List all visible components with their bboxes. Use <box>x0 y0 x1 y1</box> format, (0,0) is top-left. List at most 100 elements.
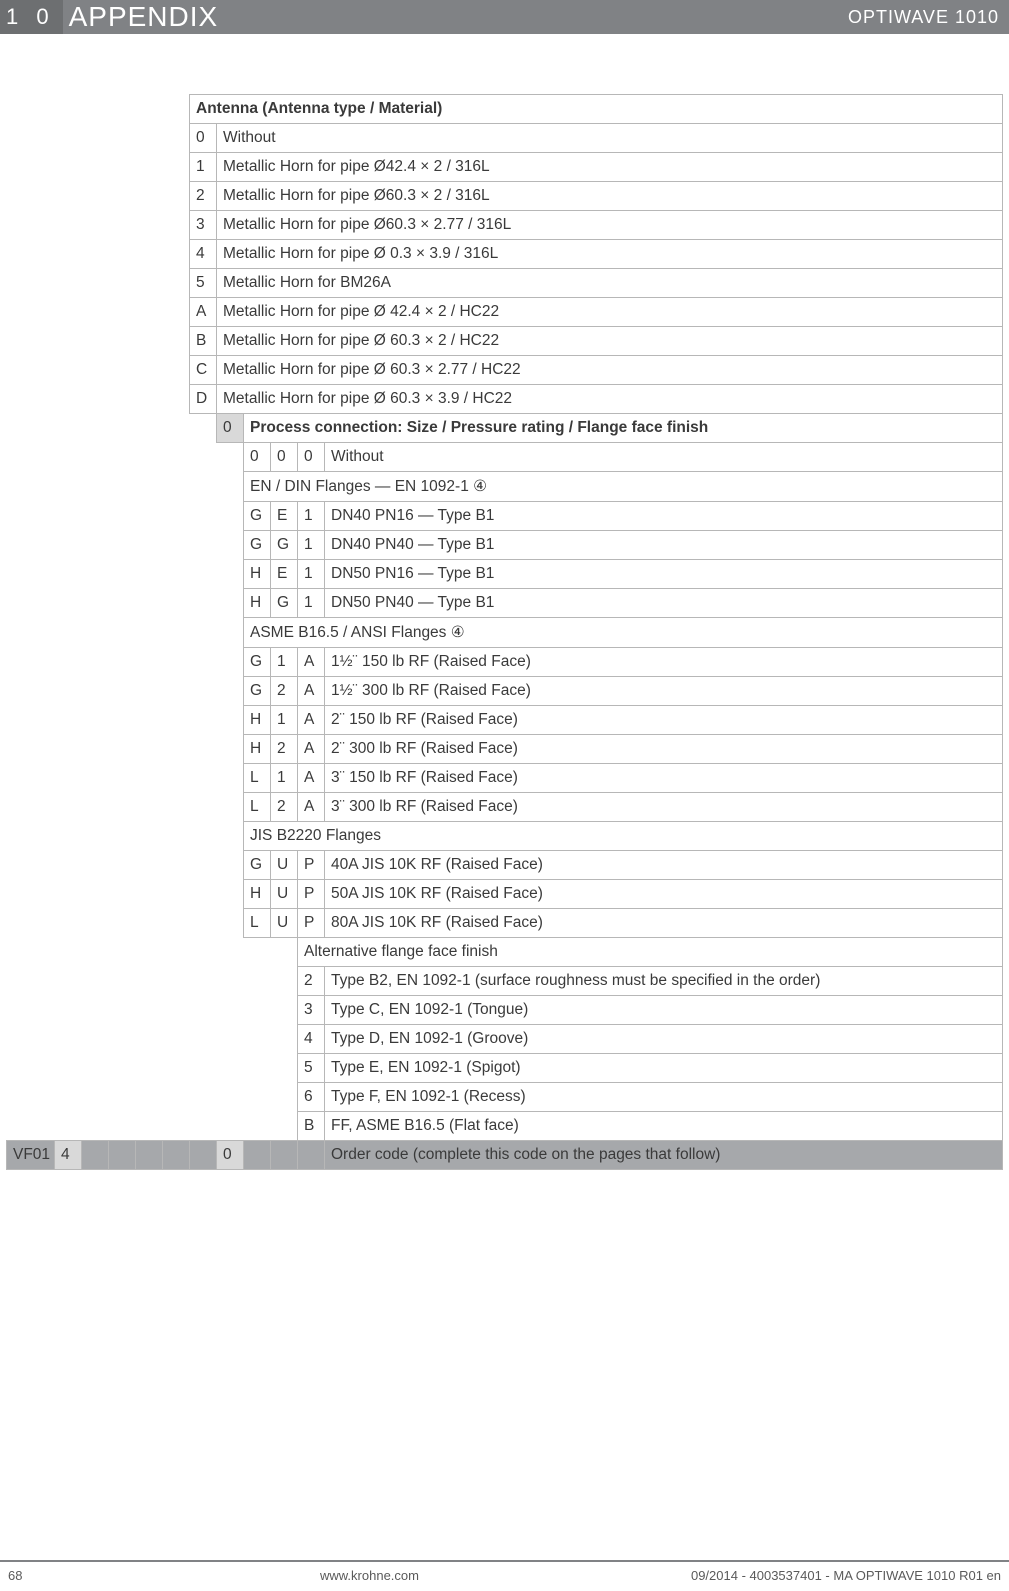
alt-code: 4 <box>298 1025 325 1054</box>
flange-desc: 1½¨ 300 lb RF (Raised Face) <box>325 677 1003 706</box>
code-a: H <box>244 589 271 618</box>
alt-header: Alternative flange face finish <box>298 938 1003 967</box>
alt-code: B <box>298 1112 325 1141</box>
jis-flanges-header: JIS B2220 Flanges <box>244 822 1003 851</box>
flange-desc: 2¨ 150 lb RF (Raised Face) <box>325 706 1003 735</box>
code-a: L <box>244 909 271 938</box>
code-a: G <box>244 677 271 706</box>
code-b: 0 <box>271 443 298 472</box>
order-code-label: Order code (complete this code on the pa… <box>325 1141 1003 1170</box>
code-b: 2 <box>271 735 298 764</box>
antenna-desc: Metallic Horn for pipe Ø 60.3 × 3.9 / HC… <box>217 385 1003 414</box>
chapter-number: 1 0 <box>0 0 63 34</box>
page-body: Antenna (Antenna type / Material)0Withou… <box>0 34 1009 1170</box>
order-code-4: 4 <box>55 1141 82 1170</box>
antenna-code: 4 <box>190 240 217 269</box>
code-b: U <box>271 880 298 909</box>
alt-code: 5 <box>298 1054 325 1083</box>
code-c: A <box>298 648 325 677</box>
alt-desc: Type E, EN 1092-1 (Spigot) <box>325 1054 1003 1083</box>
code-c: A <box>298 764 325 793</box>
alt-desc: Type F, EN 1092-1 (Recess) <box>325 1083 1003 1112</box>
en-flanges-header: EN / DIN Flanges — EN 1092-1 ④ <box>244 472 1003 502</box>
antenna-code: 2 <box>190 182 217 211</box>
flange-desc: 40A JIS 10K RF (Raised Face) <box>325 851 1003 880</box>
code-a: G <box>244 648 271 677</box>
code-b: U <box>271 909 298 938</box>
page-number: 68 <box>8 1568 48 1583</box>
alt-desc: Type B2, EN 1092-1 (surface roughness mu… <box>325 967 1003 996</box>
antenna-desc: Metallic Horn for pipe Ø60.3 × 2 / 316L <box>217 182 1003 211</box>
spacer-c0 <box>7 95 55 414</box>
code-c: 0 <box>298 443 325 472</box>
flange-desc: 50A JIS 10K RF (Raised Face) <box>325 880 1003 909</box>
antenna-code: 5 <box>190 269 217 298</box>
code-a: G <box>244 502 271 531</box>
antenna-code: B <box>190 327 217 356</box>
code-b: 1 <box>271 648 298 677</box>
chapter-title: APPENDIX <box>69 1 219 33</box>
code-c: P <box>298 909 325 938</box>
process-without: Without <box>325 443 1003 472</box>
flange-desc: 80A JIS 10K RF (Raised Face) <box>325 909 1003 938</box>
antenna-desc: Metallic Horn for pipe Ø 60.3 × 2.77 / H… <box>217 356 1003 385</box>
code-c: P <box>298 880 325 909</box>
code-b: 1 <box>271 764 298 793</box>
antenna-code: D <box>190 385 217 414</box>
code-a: H <box>244 560 271 589</box>
code-a: G <box>244 851 271 880</box>
flange-desc: 1½¨ 150 lb RF (Raised Face) <box>325 648 1003 677</box>
code-c: A <box>298 706 325 735</box>
code-c: A <box>298 677 325 706</box>
code-a: H <box>244 706 271 735</box>
alt-code: 3 <box>298 996 325 1025</box>
code-a: G <box>244 531 271 560</box>
antenna-desc: Metallic Horn for pipe Ø 60.3 × 2 / HC22 <box>217 327 1003 356</box>
code-a: L <box>244 793 271 822</box>
flange-desc: DN50 PN16 — Type B1 <box>325 560 1003 589</box>
footer-url: www.krohne.com <box>48 1568 691 1583</box>
code-c: 1 <box>298 531 325 560</box>
alt-desc: Type C, EN 1092-1 (Tongue) <box>325 996 1003 1025</box>
page-header: 1 0 APPENDIX OPTIWAVE 1010 <box>0 0 1009 34</box>
code-c: 1 <box>298 502 325 531</box>
flange-desc: 3¨ 300 lb RF (Raised Face) <box>325 793 1003 822</box>
antenna-header: Antenna (Antenna type / Material) <box>190 95 1003 124</box>
flange-desc: DN40 PN16 — Type B1 <box>325 502 1003 531</box>
code-b: 2 <box>271 793 298 822</box>
code-c: 1 <box>298 589 325 618</box>
antenna-desc: Metallic Horn for pipe Ø42.4 × 2 / 316L <box>217 153 1003 182</box>
code-c: 1 <box>298 560 325 589</box>
antenna-desc: Metallic Horn for BM26A <box>217 269 1003 298</box>
code-b: G <box>271 589 298 618</box>
antenna-desc: Metallic Horn for pipe Ø 0.3 × 3.9 / 316… <box>217 240 1003 269</box>
order-code-0: 0 <box>217 1141 244 1170</box>
order-code-table: Antenna (Antenna type / Material)0Withou… <box>6 94 1003 1170</box>
code-b: 1 <box>271 706 298 735</box>
antenna-desc: Metallic Horn for pipe Ø 42.4 × 2 / HC22 <box>217 298 1003 327</box>
process-header-code: 0 <box>217 414 244 443</box>
code-b: E <box>271 560 298 589</box>
process-header: Process connection: Size / Pressure rati… <box>244 414 1003 443</box>
order-prefix: VF01 <box>7 1141 55 1170</box>
code-c: A <box>298 735 325 764</box>
code-a: H <box>244 735 271 764</box>
alt-code: 2 <box>298 967 325 996</box>
code-c: P <box>298 851 325 880</box>
antenna-code: 1 <box>190 153 217 182</box>
flange-desc: DN50 PN40 — Type B1 <box>325 589 1003 618</box>
flange-desc: 3¨ 150 lb RF (Raised Face) <box>325 764 1003 793</box>
antenna-desc: Without <box>217 124 1003 153</box>
flange-desc: 2¨ 300 lb RF (Raised Face) <box>325 735 1003 764</box>
doc-info: 09/2014 - 4003537401 - MA OPTIWAVE 1010 … <box>691 1568 1001 1583</box>
antenna-code: A <box>190 298 217 327</box>
antenna-desc: Metallic Horn for pipe Ø60.3 × 2.77 / 31… <box>217 211 1003 240</box>
alt-code: 6 <box>298 1083 325 1112</box>
antenna-code: 0 <box>190 124 217 153</box>
code-b: G <box>271 531 298 560</box>
code-a: H <box>244 880 271 909</box>
code-b: 2 <box>271 677 298 706</box>
code-c: A <box>298 793 325 822</box>
antenna-code: C <box>190 356 217 385</box>
asme-flanges-header: ASME B16.5 / ANSI Flanges ④ <box>244 618 1003 648</box>
